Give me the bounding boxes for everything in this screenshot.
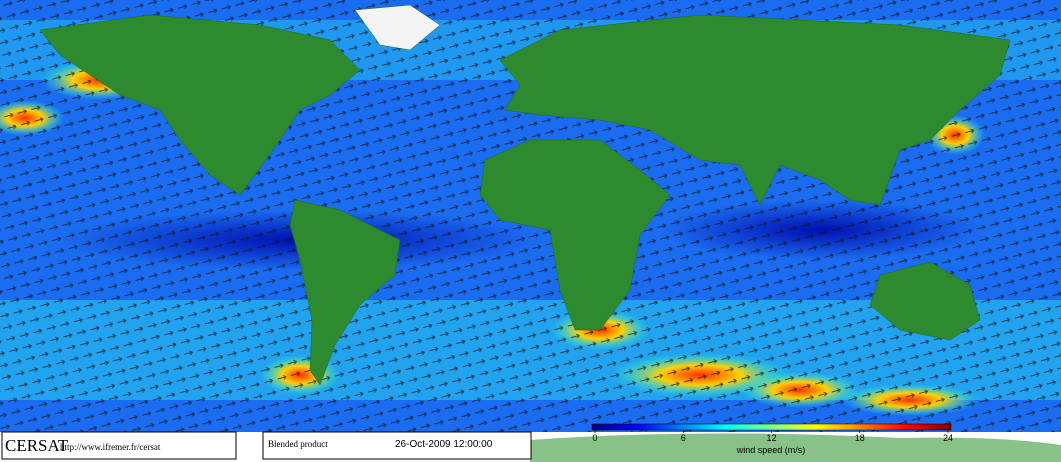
africa <box>479 139 671 331</box>
colorbar-tick-label: 6 <box>681 433 686 443</box>
org-url: http://www.ifremer.fr/cersat <box>60 442 161 452</box>
footer: CERSAT http://www.ifremer.fr/cersat Blen… <box>0 423 1061 462</box>
antarctica <box>530 433 1061 462</box>
colorbar-ticks: 0 6 12 18 24 <box>592 430 953 443</box>
australia <box>869 261 981 341</box>
product-date: 26-Oct-2009 12:00:00 <box>395 439 493 450</box>
colorbar-tick-label: 0 <box>592 433 597 443</box>
map-area <box>0 0 1061 432</box>
north-america <box>39 14 361 196</box>
land <box>39 4 1011 386</box>
colorbar-tick-label: 24 <box>943 433 953 443</box>
product-name: Blended product <box>268 439 328 449</box>
org-name: CERSAT <box>5 436 69 455</box>
colorbar <box>591 423 952 431</box>
colorbar-label: wind speed (m/s) <box>736 445 806 455</box>
south-america <box>289 199 401 386</box>
colorbar-tick-label: 12 <box>766 433 776 443</box>
colorbar-tick-label: 18 <box>855 433 865 443</box>
eurasia <box>499 14 1011 206</box>
greenland <box>354 4 441 51</box>
product-box <box>262 431 532 460</box>
credit-box <box>1 431 237 460</box>
